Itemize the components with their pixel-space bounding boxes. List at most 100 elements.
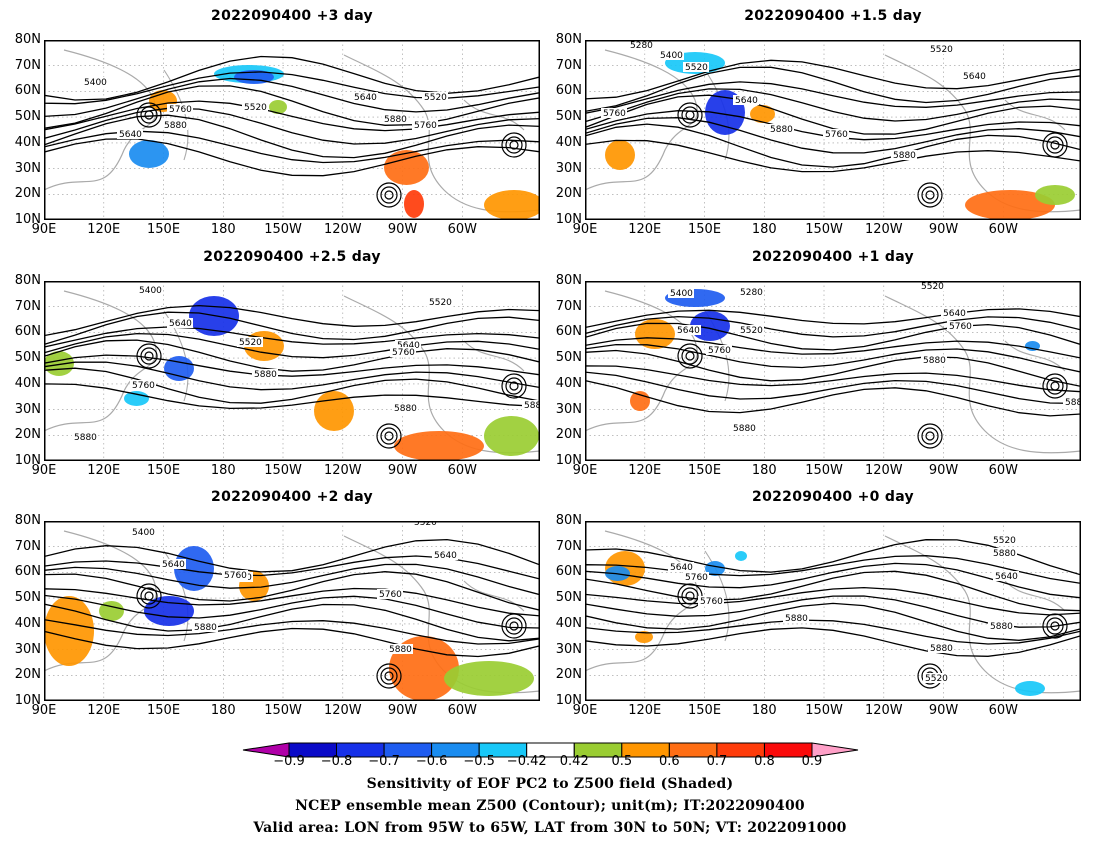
map-plot: 5400 5280 5640 5520 5760 5520 5640 5760 5880 5880… <box>584 281 1089 461</box>
closed-contour <box>681 587 699 605</box>
closed-contour <box>1042 373 1068 399</box>
lat-tick-label: 20N <box>14 427 41 443</box>
z500-contour <box>584 619 1082 645</box>
contour-label: 5520 <box>921 282 944 292</box>
lon-tick-label: 60W <box>988 703 1019 718</box>
lat-tick-label: 50N <box>14 109 41 125</box>
lon-tick-label: 90W <box>928 703 959 718</box>
map-plot: 540056405520588057605520564057605880 <box>43 517 541 701</box>
lat-tick-label: 80N <box>14 513 41 528</box>
lat-tick-label: 30N <box>555 401 582 417</box>
lat-tick-label: 40N <box>555 615 582 631</box>
z500-contour <box>584 365 1082 393</box>
z500-contour <box>43 311 541 346</box>
contour-label-bg <box>137 285 163 295</box>
contour-label-bg <box>522 400 548 410</box>
lon-tick-label: 120E <box>87 222 121 237</box>
map-panel: 5400 5280 5640 5520 5760 5520 5640 5760 5880 5880… <box>584 281 1089 461</box>
closed-contour <box>921 427 939 445</box>
z500-contour <box>43 627 541 658</box>
z500-contour <box>43 571 541 611</box>
closed-contour <box>509 381 519 391</box>
map-panel: 5280 5400 5520 5760 5640 5880 5760 5520 5640 5880 <box>584 40 1082 220</box>
contour-label: 5640 <box>169 319 192 329</box>
lat-tick-label: 80N <box>555 32 582 47</box>
z500-contour <box>584 117 1082 154</box>
contour-label-bg <box>991 535 1017 545</box>
closed-contour <box>685 351 695 361</box>
caption-line-2: NCEP ensemble mean Z500 (Contour); unit(… <box>295 798 805 814</box>
contour-label: 5760 <box>414 121 437 131</box>
closed-contour <box>380 667 398 685</box>
coastline <box>884 295 1082 454</box>
panel-title: 2022090400 +1.5 day <box>744 8 922 24</box>
contour-label-bg <box>823 129 849 139</box>
contour-label-bg <box>928 643 954 653</box>
closed-contour <box>140 587 158 605</box>
closed-contour <box>677 102 703 128</box>
contour-label-bg <box>117 129 143 139</box>
closed-contour <box>144 110 154 120</box>
z500-contour <box>43 107 541 145</box>
coastline <box>343 295 541 454</box>
z500-contour <box>43 138 541 177</box>
contour-label-bg <box>783 613 809 623</box>
lat-tick-label: 70N <box>14 298 41 314</box>
colorbar-graphic <box>242 742 859 758</box>
lat-tick-label: 70N <box>14 57 41 73</box>
z500-contour <box>584 322 1082 351</box>
contour-label-bg <box>82 77 108 87</box>
closed-contour <box>384 431 394 441</box>
lon-tick-label: 120E <box>87 703 121 718</box>
lat-tick-label: 30N <box>555 641 582 657</box>
contour-label-bg <box>683 572 709 582</box>
lon-tick-label: 120W <box>864 703 903 718</box>
lon-tick-label: 90E <box>572 222 598 237</box>
lon-tick-label: 60W <box>447 463 478 478</box>
z500-contour <box>584 123 1082 168</box>
closed-contour <box>501 613 527 639</box>
closed-contour <box>505 617 523 635</box>
lon-tick-label: 90W <box>387 703 418 718</box>
lat-tick-label: 70N <box>555 538 582 554</box>
colorbar-tick-label: −0.8 <box>320 754 353 769</box>
contour-label-bg <box>130 380 156 390</box>
z500-contour <box>43 326 541 348</box>
z500-contour <box>584 539 1082 576</box>
z500-contour <box>584 627 1082 657</box>
contour-label-bg <box>921 355 947 365</box>
contour-label-bg <box>668 562 694 572</box>
contour-label: 5880 <box>785 614 808 624</box>
closed-contour <box>380 427 398 445</box>
z500-contour <box>584 139 1082 173</box>
sensitivity-shading <box>635 319 675 349</box>
contour-label: 5760 <box>224 571 247 581</box>
lat-tick-label: 40N <box>555 134 582 150</box>
lon-tick-label: 90E <box>572 703 598 718</box>
contour-label: 5640 <box>963 72 986 82</box>
lat-tick-label: 60N <box>555 324 582 340</box>
sensitivity-shading <box>99 601 124 621</box>
contour-label: 5640 <box>354 93 377 103</box>
contour-label-bg <box>668 288 694 298</box>
contour-label: 5880 <box>993 549 1016 559</box>
sensitivity-shading <box>129 140 169 168</box>
sensitivity-shading <box>484 190 544 220</box>
contour-label-bg <box>237 337 263 347</box>
contour-label-bg <box>993 571 1019 581</box>
z500-contour <box>584 308 1082 329</box>
contour-label: 5880 <box>770 125 793 135</box>
map-plot: 5400564055205760588056405760552058805880… <box>43 281 548 461</box>
lat-tick-label: 80N <box>555 273 582 288</box>
map-plot: 5400 5640 5760 5880 5520 5640 5520 5760 5880 <box>43 40 544 220</box>
contour-label-bg <box>392 403 418 413</box>
lon-tick-label: 180 <box>210 703 236 718</box>
z500-contour <box>43 618 541 645</box>
closed-contour <box>1046 377 1064 395</box>
contour-label-bg <box>988 621 1014 631</box>
lat-tick-label: 40N <box>555 375 582 391</box>
lat-tick-label: 50N <box>14 350 41 366</box>
panel-frame <box>44 521 540 701</box>
z500-contour <box>43 85 541 130</box>
z500-contour <box>584 59 1082 100</box>
